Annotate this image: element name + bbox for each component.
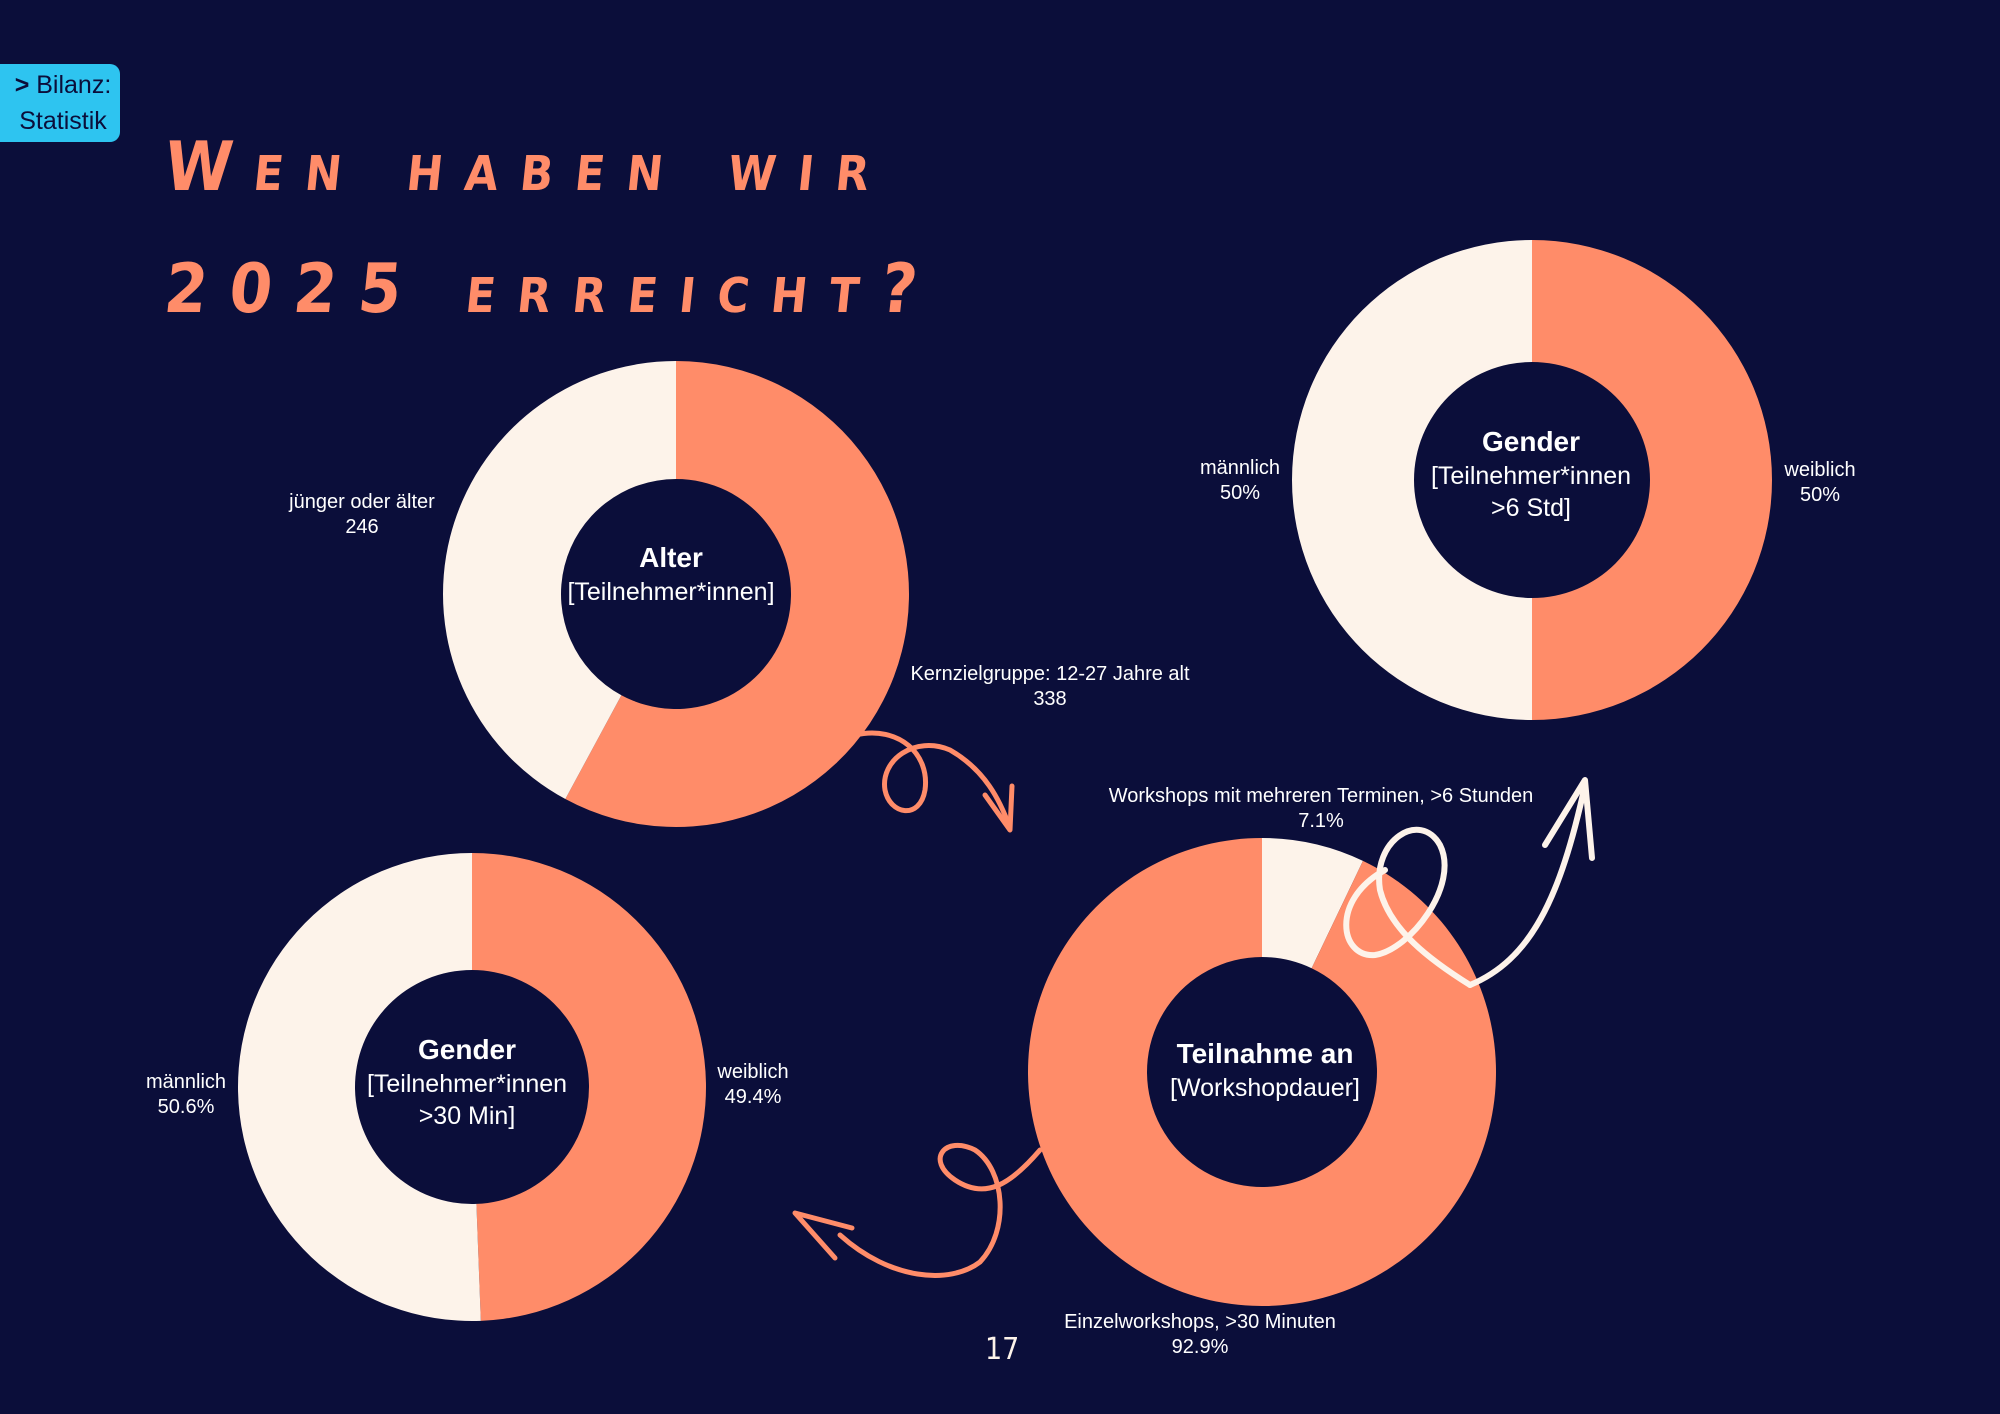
section-badge[interactable]: > Bilanz: Statistik (0, 64, 120, 142)
slice-name: Workshops mit mehreren Terminen, >6 Stun… (1108, 785, 1534, 807)
slice-label-mehrere-termine: Workshops mit mehreren Terminen, >6 Stun… (1071, 784, 1571, 834)
slice-name: weiblich (1784, 459, 1856, 481)
slice-label-juenger-oder-aelter: jünger oder älter 246 (262, 490, 462, 540)
curly-arrow-icon (837, 1143, 1043, 1278)
chart-subtitle: >6 Std] (1491, 494, 1571, 522)
chart-title: Teilnahme an (1176, 1038, 1354, 1069)
slice-name: Kernzielgruppe: 12-27 Jahre alt (910, 663, 1190, 685)
donut-4-slice-1 (1262, 838, 1363, 969)
chart-subtitle: [Teilnehmer*innen (1430, 462, 1632, 490)
donut-center-alter: Alter [Teilnehmer*innen] (531, 540, 811, 608)
arrow-head-icon (1542, 777, 1595, 861)
chart-subtitle: [Teilnehmer*innen] (567, 578, 775, 606)
slice-value: 246 (345, 516, 379, 538)
chart-title: Gender (1481, 426, 1581, 457)
curly-arrow-icon (852, 730, 1013, 831)
slice-value: 50% (1799, 484, 1841, 506)
chart-title: Alter (639, 542, 703, 573)
donut-2-slice-1 (1532, 240, 1772, 720)
slice-name: männlich (1199, 457, 1281, 479)
slice-name: weiblich (717, 1061, 789, 1083)
curly-arrow-icon (1343, 826, 1473, 988)
donut-center-gender-30min: Gender [Teilnehmer*innen >30 Min] (327, 1032, 607, 1132)
chart-subtitle: >30 Min] (418, 1102, 516, 1130)
badge-line-2: Statistik (19, 107, 107, 135)
slice-label-weiblich: weiblich 50% (1760, 458, 1880, 508)
slice-value: 7.1% (1298, 810, 1344, 832)
chart-subtitle: [Teilnehmer*innen (366, 1070, 568, 1098)
arrow-head-icon (982, 783, 1015, 833)
chart-title: Gender (417, 1034, 517, 1065)
curly-arrow-icon (1467, 782, 1588, 988)
slice-name: Einzelworkshops, >30 Minuten (1064, 1311, 1336, 1333)
chart-subtitle: [Workshopdauer] (1170, 1074, 1360, 1102)
slice-label-maennlich: männlich 50.6% (126, 1070, 246, 1120)
slice-label-maennlich: männlich 50% (1180, 456, 1300, 506)
slice-label-kernzielgruppe: Kernzielgruppe: 12-27 Jahre alt 338 (900, 662, 1200, 712)
slice-name: jünger oder älter (289, 491, 435, 513)
chevron-right-icon: > (14, 71, 30, 99)
donut-1-slice-1 (565, 361, 910, 827)
arrow-head-icon (792, 1210, 855, 1261)
slice-value: 92.9% (1171, 1336, 1229, 1358)
donut-center-teilnahme: Teilnahme an [Workshopdauer] (1125, 1036, 1405, 1104)
donut-2-slice-2 (1292, 240, 1532, 720)
donut-1-slice-2 (442, 360, 676, 800)
donut-3-slice-1 (472, 853, 707, 1321)
slice-label-weiblich: weiblich 49.4% (693, 1060, 813, 1110)
donut-3-slice-2 (238, 853, 481, 1321)
page-number: 17 (985, 1332, 1020, 1367)
slice-label-einzelworkshops: Einzelworkshops, >30 Minuten 92.9% (1000, 1310, 1400, 1360)
badge-line-1: Bilanz: (36, 71, 112, 99)
slice-value: 338 (1033, 688, 1067, 710)
slice-value: 50.6% (157, 1096, 215, 1118)
slice-value: 50% (1219, 482, 1261, 504)
slice-value: 49.4% (724, 1086, 782, 1108)
donut-center-gender-6std: Gender [Teilnehmer*innen >6 Std] (1391, 424, 1671, 524)
slice-name: männlich (145, 1071, 227, 1093)
